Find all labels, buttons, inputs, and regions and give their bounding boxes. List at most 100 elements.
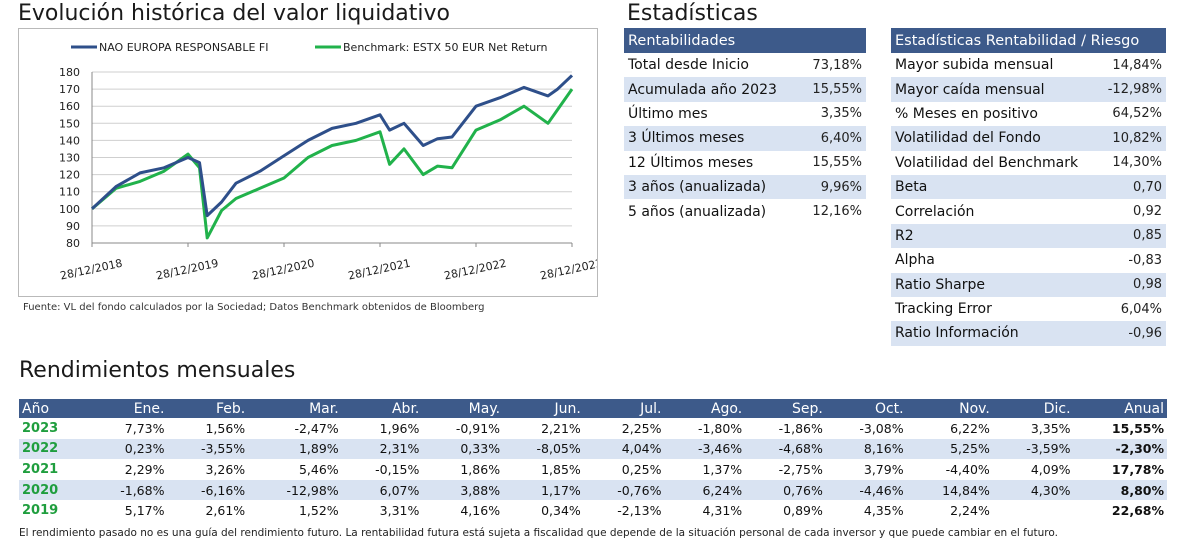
monthly-year: 2022 [19,438,87,460]
risk-stat-row: Alpha -0,83 [891,248,1166,272]
risk-stat-value: 10,82% [1098,126,1166,151]
monthly-cell: -3,55% [167,438,249,460]
monthly-annual: 8,80% [1073,479,1167,501]
risk-stats-table: Estadísticas Rentabilidad / Riesgo Mayor… [891,28,1166,346]
monthly-cell: 5,46% [298,461,339,477]
risk-stat-label: Tracking Error [895,301,992,318]
nav-line-chart: 180 170 160 150 140 130 120 110 100 90 80 28/12/201… [59,41,604,283]
monthly-cell: 1,17% [503,479,584,501]
stats-section-title: Estadísticas [627,1,758,26]
monthly-cell: 1,37% [702,461,743,477]
risk-stat-value: 6,04% [1120,301,1162,317]
risk-stat-label: Beta [891,174,1099,200]
monthly-cell: 3,26% [205,461,246,477]
risk-stat-row: Volatilidad del Fondo 10,82% [891,126,1166,151]
risk-stat-value: -0,83 [1128,252,1162,268]
risk-stat-label: Mayor subida mensual [895,57,1054,74]
returns-label: 5 años (anualizada) [628,203,767,220]
risk-stat-label: Correlación [895,203,975,220]
returns-row: Acumulada año 2023 15,55% [624,77,866,102]
risk-stat-row: Ratio Información -0,96 [891,321,1166,346]
y-tick-label: 90 [66,220,80,233]
x-tick-label: 28/12/2018 [59,257,124,283]
risk-stat-row: Ratio Sharpe 0,98 [891,272,1166,297]
monthly-cell: -0,76% [583,479,665,501]
risk-stat-value: 0,92 [1133,204,1162,220]
returns-value: 12,16% [812,204,862,220]
monthly-cell: 2,25% [621,420,662,436]
monthly-cell: -2,13% [617,503,662,519]
monthly-cell: 6,22% [950,420,990,436]
y-tick-label: 110 [59,186,80,199]
y-tick-label: 80 [66,237,80,250]
monthly-cell: -2,47% [294,420,339,436]
y-tick-label: 120 [59,169,80,182]
monthly-cell: 5,25% [906,438,993,460]
monthly-col-header: Anual [1073,399,1167,418]
risk-stat-row: % Meses en positivo 64,52% [891,102,1166,126]
monthly-year: 2023 [22,420,59,436]
returns-label: 3 años (anualizada) [624,174,802,200]
monthly-cell: 0,23% [86,438,168,460]
monthly-col-header: May. [422,399,504,418]
y-tick-label: 100 [59,203,80,216]
monthly-cell: -0,91% [455,420,501,436]
monthly-cell: -12,98% [248,479,342,501]
monthly-cell [993,500,1074,521]
monthly-col-header: Ago. [664,399,746,418]
returns-value: 15,55% [801,77,866,102]
risk-stat-value: 64,52% [1112,106,1162,122]
monthly-cell: 1,96% [379,420,420,436]
monthly-cell: 1,52% [298,503,339,519]
monthly-cell: 4,09% [1030,461,1071,477]
monthly-cell: -4,40% [945,461,990,477]
risk-stat-label: Mayor caída mensual [891,77,1099,102]
monthly-cell: -1,86% [778,420,823,436]
risk-stat-value: -12,98% [1098,77,1166,102]
returns-row: 3 años (anualizada) 9,96% [624,174,866,200]
monthly-col-header: Abr. [341,399,423,418]
monthly-cell: 0,34% [541,503,581,519]
monthly-cell: -4,46% [825,479,907,501]
chart-source-note: Fuente: VL del fondo calculados por la S… [23,302,485,313]
monthly-cell: 3,35% [1030,420,1071,436]
risk-stat-row: Mayor subida mensual 14,84% [891,53,1166,77]
monthly-col-header: Oct. [825,399,907,418]
monthly-cell: 6,24% [664,479,746,501]
monthly-cell: 4,30% [992,479,1074,501]
monthly-cell: 8,16% [825,438,907,460]
monthly-returns-table: Año Ene. Feb. Mar. Abr. May. Jun. Jul. Ago. Sep. O… [19,399,1167,521]
returns-table: Rentabilidades Total desde Inicio 73,18% A… [624,28,866,224]
returns-label: 12 Últimos meses [628,154,754,171]
returns-label: Último mes [628,105,708,122]
monthly-cell: -8,05% [503,438,584,460]
monthly-row: 2021 2,29% 3,26% 5,46% -0,15% 1,86% 1,85% 0,25%… [19,459,1167,480]
monthly-cell: -2,75% [778,461,823,477]
returns-value: 9,96% [801,174,866,200]
monthly-col-header: Nov. [906,399,993,418]
disclaimer-note: El rendimiento pasado no es una guía del… [19,527,1058,539]
monthly-cell: -3,59% [992,438,1074,460]
monthly-col-header: Dic. [992,399,1074,418]
monthly-cell: -0,15% [375,461,420,477]
monthly-cell: 6,07% [341,479,423,501]
risk-stat-row: Correlación 0,92 [891,199,1166,223]
chart-section-title: Evolución histórica del valor liquidativ… [18,1,450,26]
risk-stat-value: 14,30% [1112,155,1162,171]
returns-label: Total desde Inicio [628,57,749,74]
monthly-cell: 4,04% [583,438,665,460]
monthly-cell: 0,76% [745,479,826,501]
y-tick-label: 130 [59,152,80,165]
risk-stat-row: Tracking Error 6,04% [891,297,1166,321]
risk-stat-value: 14,84% [1112,57,1162,73]
risk-stat-value: 0,70 [1098,174,1166,200]
monthly-annual: 17,78% [1111,461,1164,477]
series-line-benchmark [91,88,574,240]
monthly-cell: 7,73% [124,420,165,436]
monthly-annual: 15,55% [1111,420,1164,436]
returns-row: Total desde Inicio 73,18% [624,53,866,77]
returns-value: 15,55% [812,155,862,171]
monthly-cell: -3,46% [664,438,746,460]
monthly-cell: 0,25% [621,461,662,477]
y-tick-label: 170 [59,83,80,96]
